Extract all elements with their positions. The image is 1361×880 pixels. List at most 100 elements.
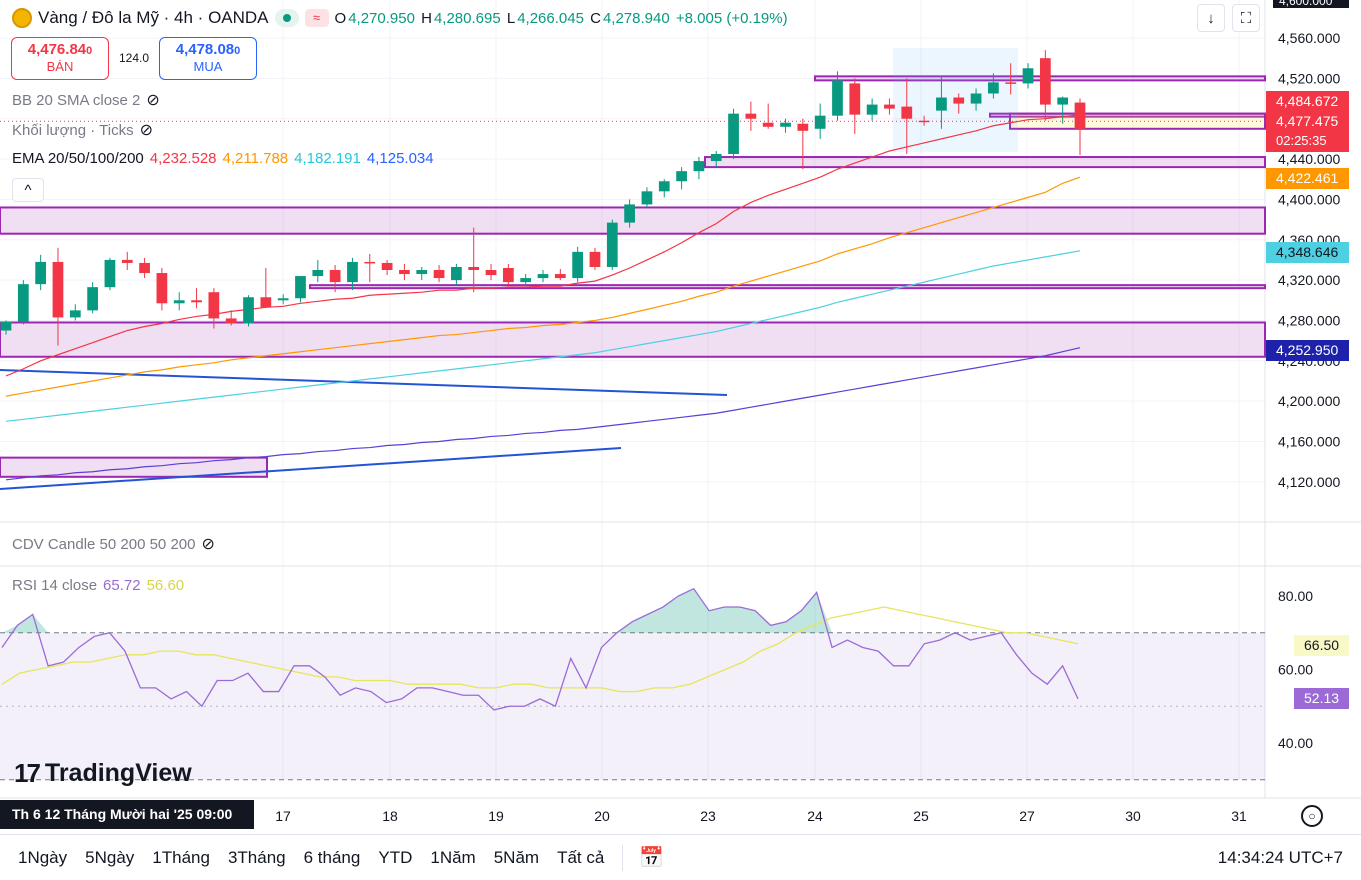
symbol-legend: Vàng / Đô la Mỹ · 4h · OANDA ≈ O 4,270.95… [12, 8, 790, 28]
price-axis-tick: 4,400.000 [1278, 191, 1340, 207]
candle-body [988, 82, 999, 94]
clock[interactable]: 14:34:24 UTC+7 [1217, 847, 1343, 867]
candle-body [710, 154, 722, 162]
calendar-icon[interactable]: 📅 [639, 847, 665, 869]
candle-body [104, 259, 116, 288]
rsi-axis-tick: 80.00 [1278, 588, 1313, 604]
sr-zone [704, 156, 1266, 169]
time-axis-tick: 23 [700, 808, 716, 824]
candle-body [433, 270, 445, 279]
candle-body [52, 261, 64, 318]
candle-body [451, 266, 462, 281]
tradingview-logo: 17 TradingView [14, 758, 192, 788]
price-axis-tick: 4,320.000 [1278, 272, 1340, 288]
data-provider-icon[interactable]: ≈ [304, 9, 329, 27]
sr-zone [0, 321, 1266, 358]
cdv-legend[interactable]: CDV Candle 50 200 50 200 ⊘ [12, 535, 215, 554]
range-5d[interactable]: 5Ngày [85, 847, 135, 867]
settings-gear-icon[interactable]: ○ [1301, 805, 1323, 827]
candle-body [693, 161, 705, 172]
time-axis-tick: 25 [913, 808, 929, 824]
candle-body [728, 113, 739, 155]
trendline [0, 369, 728, 396]
time-axis-tick: 17 [275, 808, 291, 824]
candle-body [1057, 97, 1069, 105]
sell-button[interactable]: 4,476.840 BÁN [11, 37, 109, 80]
ema50-line [5, 176, 1081, 397]
candle-body [121, 259, 133, 263]
candle-body [502, 267, 514, 283]
range-1m[interactable]: 1Tháng [152, 847, 210, 867]
divider [622, 844, 624, 871]
price-axis-tick: 4,160.000 [1278, 434, 1340, 450]
candle-body [624, 204, 635, 223]
candle-body [970, 93, 982, 104]
candle-body [399, 270, 410, 275]
candle-body [35, 261, 47, 285]
price-axis-tick: 4,200.000 [1278, 393, 1340, 409]
candle-body [866, 104, 878, 115]
candle-body [780, 122, 791, 127]
buy-button[interactable]: 4,478.080 MUA [159, 37, 257, 80]
eye-off-icon[interactable]: ⊘ [139, 122, 153, 139]
arrow-down-icon[interactable]: ↓ [1197, 4, 1225, 32]
rsi-axis-tick: 60.00 [1278, 662, 1313, 678]
ema50-price-tag: 4,422.461 [1266, 168, 1349, 189]
spread-value: 124.0 [119, 51, 150, 65]
candle-body [208, 292, 220, 319]
rsi-ma-tag: 66.50 [1294, 635, 1349, 656]
candle-body [1074, 102, 1086, 129]
trendline [0, 447, 622, 490]
range-1d[interactable]: 1Ngày [18, 847, 68, 867]
range-all[interactable]: Tất cả [557, 847, 605, 867]
bb-legend[interactable]: BB 20 SMA close 2 ⊘ [12, 91, 160, 110]
collapse-legend-chevron-up-icon[interactable]: ^ [12, 178, 44, 202]
candle-body [69, 310, 81, 318]
time-axis-tick: 31 [1231, 808, 1247, 824]
symbol-title[interactable]: Vàng / Đô la Mỹ · 4h · OANDA [38, 8, 269, 27]
eye-off-icon[interactable]: ⊘ [146, 92, 160, 109]
range-ytd[interactable]: YTD [378, 847, 413, 867]
rsi-legend[interactable]: RSI 14 close 65.72 56.60 [12, 577, 185, 594]
candle-body [312, 270, 324, 277]
candle-body [1039, 58, 1051, 105]
candle-body [173, 300, 185, 304]
candle-body [589, 251, 601, 267]
candle-body [364, 261, 376, 264]
ema-legend[interactable]: EMA 20/50/100/200 4,232.528 4,211.788 4,… [12, 150, 434, 167]
candle-body [901, 106, 913, 119]
candle-body [797, 123, 809, 131]
rsi-overbought-fill [2, 588, 1078, 633]
ema100-line [5, 250, 1081, 422]
ohlc-readout: O 4,270.950 H 4,280.695 L 4,266.045 C 4,278.… [334, 9, 788, 27]
candle-body [658, 181, 670, 192]
volume-legend[interactable]: Khối lượng · Ticks ⊘ [12, 121, 153, 140]
candle-body [606, 222, 618, 267]
range-1y[interactable]: 1Năm [430, 847, 476, 867]
candle-body [537, 274, 549, 279]
range-5y[interactable]: 5Năm [493, 847, 540, 867]
eye-off-icon[interactable]: ⊘ [201, 536, 215, 553]
ema200-line [5, 347, 1081, 481]
candle-body [554, 274, 566, 279]
market-status-dot [274, 9, 299, 27]
fullscreen-icon[interactable]: ⛶ [1232, 4, 1260, 32]
time-axis-tick: 20 [594, 808, 610, 824]
range-3m[interactable]: 3Tháng [227, 847, 286, 867]
candle-body [936, 97, 947, 111]
candle-body [17, 284, 29, 322]
price-axis-tick: 4,520.000 [1278, 70, 1340, 86]
ema100-price-tag: 4,348.646 [1266, 242, 1349, 263]
tradingview-logo-icon: 17 [14, 758, 41, 788]
bottom-toolbar: 1Ngày 5Ngày 1Tháng 3Tháng 6 tháng YTD 1N… [0, 834, 1361, 880]
range-6m[interactable]: 6 tháng [303, 847, 361, 867]
gold-coin-icon [12, 8, 32, 28]
candle-body [156, 273, 168, 304]
rsi-tag: 52.13 [1294, 688, 1349, 709]
current-price-tag: 4,477.475 02:25:35 [1266, 112, 1349, 152]
candle-body [0, 321, 12, 331]
candle-body [329, 270, 341, 283]
rsi-axis-tick: 40.00 [1278, 735, 1313, 751]
candle-body [381, 262, 393, 271]
